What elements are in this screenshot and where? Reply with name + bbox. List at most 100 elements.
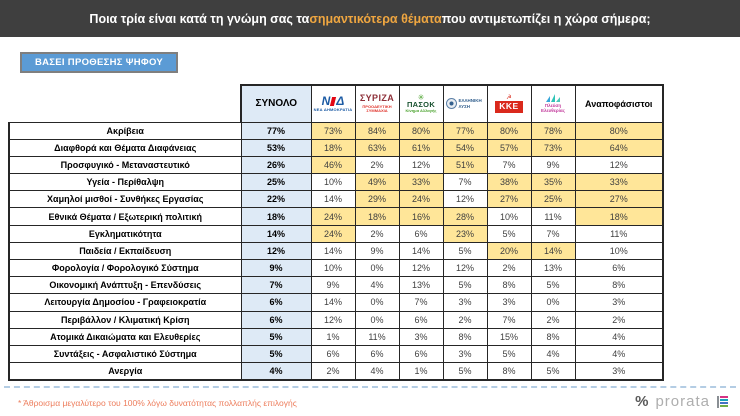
value-cell: 10%	[486, 207, 532, 226]
value-cell: 29%	[354, 190, 400, 209]
value-cell: 35%	[530, 173, 576, 192]
value-cell: 2%	[486, 258, 532, 278]
value-cell: 7%	[486, 155, 532, 175]
vote-intention-filter-button[interactable]: ΒΑΣΕΙ ΠΡΟΘΕΣΗΣ ΨΗΦΟΥ	[20, 52, 178, 73]
value-cell: 2%	[310, 362, 356, 381]
sailboat-icon	[546, 93, 560, 102]
issue-label: Οικονομική Ανάπτυξη - Επενδύσεις	[8, 276, 242, 295]
pasok-logo: ✳ ΠΑΣΟΚ Κίνημα Αλλαγής	[405, 92, 437, 114]
value-cell: 6%	[354, 344, 400, 364]
value-cell: 54%	[442, 138, 488, 157]
value-cell: 80%	[574, 121, 664, 140]
value-cell: 24%	[310, 207, 356, 226]
table-row: Διαφθορά και Θέματα Διαφάνειας 53% 18% 63% 6…	[8, 138, 664, 157]
issue-label: Διαφθορά και Θέματα Διαφάνειας	[8, 138, 242, 157]
value-cell: 4%	[530, 344, 576, 364]
value-cell: 64%	[574, 138, 664, 157]
value-cell: 61%	[398, 138, 444, 157]
issue-label: Υγεία - Περίθαλψη	[8, 173, 242, 192]
total-value: 12%	[240, 241, 312, 261]
question-suffix: που αντιμετωπίζει η χώρα σήμερα;	[441, 11, 651, 26]
value-cell: 13%	[398, 276, 444, 295]
value-cell: 7%	[486, 310, 532, 329]
total-value: 6%	[240, 310, 312, 329]
table-row: Οικονομική Ανάπτυξη - Επενδύσεις 7% 9% 4% 13…	[8, 276, 664, 295]
value-cell: 15%	[486, 327, 532, 346]
value-cell: 14%	[310, 241, 356, 261]
value-cell: 23%	[442, 224, 488, 243]
value-cell: 6%	[398, 344, 444, 364]
value-cell: 63%	[354, 138, 400, 157]
value-cell: 5%	[486, 224, 532, 243]
value-cell: 7%	[442, 173, 488, 192]
elliniki-lysi-column-header: ΕΛΛΗΝΙΚΗ ΛΥΣΗ	[442, 84, 488, 123]
value-cell: 6%	[398, 310, 444, 329]
issue-label: Λειτουργία Δημοσίου - Γραφειοκρατία	[8, 293, 242, 312]
value-cell: 51%	[442, 155, 488, 175]
value-cell: 4%	[574, 344, 664, 364]
value-cell: 2%	[354, 224, 400, 243]
value-cell: 0%	[354, 310, 400, 329]
value-cell: 12%	[310, 310, 356, 329]
value-cell: 3%	[574, 362, 664, 381]
undecided-column-header: Αναποφάσιστοι	[574, 84, 664, 123]
question-prefix: Ποια τρία είναι κατά τη γνώμη σας τα	[89, 11, 310, 26]
value-cell: 27%	[486, 190, 532, 209]
issue-label: Εγκληματικότητα	[8, 224, 242, 243]
total-value: 4%	[240, 362, 312, 381]
total-value: 18%	[240, 207, 312, 226]
value-cell: 49%	[354, 173, 400, 192]
value-cell: 46%	[310, 155, 356, 175]
value-cell: 4%	[354, 362, 400, 381]
value-cell: 3%	[398, 327, 444, 346]
value-cell: 7%	[398, 293, 444, 312]
value-cell: 8%	[574, 276, 664, 295]
multiple-choice-footnote: * Άθροισμα μεγαλύτερο του 100% λόγω δυνα…	[18, 398, 297, 408]
issue-label: Συντάξεις - Ασφαλιστικό Σύστημα	[8, 344, 242, 364]
bar-chart-icon	[717, 395, 728, 408]
table-row: Εθνικά Θέματα / Εξωτερική πολιτική 18% 24%…	[8, 207, 664, 226]
value-cell: 25%	[530, 190, 576, 209]
issue-label: Ακρίβεια	[8, 121, 242, 140]
value-cell: 33%	[398, 173, 444, 192]
dashed-divider	[4, 386, 736, 388]
value-cell: 4%	[574, 327, 664, 346]
value-cell: 3%	[442, 293, 488, 312]
value-cell: 5%	[442, 362, 488, 381]
value-cell: 9%	[530, 155, 576, 175]
value-cell: 12%	[398, 258, 444, 278]
issue-label: Ανεργία	[8, 362, 242, 381]
value-cell: 84%	[354, 121, 400, 140]
plefsi-column-header: Πλεύση Ελευθερίας	[530, 84, 576, 123]
value-cell: 78%	[530, 121, 576, 140]
value-cell: 5%	[442, 276, 488, 295]
value-cell: 1%	[310, 327, 356, 346]
pasok-sun-icon: ✳	[417, 92, 425, 102]
value-cell: 6%	[398, 224, 444, 243]
value-cell: 14%	[310, 293, 356, 312]
value-cell: 5%	[442, 241, 488, 261]
pasok-column-header: ✳ ΠΑΣΟΚ Κίνημα Αλλαγής	[398, 84, 444, 123]
value-cell: 10%	[574, 241, 664, 261]
value-cell: 2%	[530, 310, 576, 329]
value-cell: 27%	[574, 190, 664, 209]
value-cell: 38%	[486, 173, 532, 192]
value-cell: 9%	[354, 241, 400, 261]
kke-logo: ☭ ΚΚΕ	[489, 95, 530, 113]
value-cell: 13%	[530, 258, 576, 278]
total-value: 5%	[240, 327, 312, 346]
value-cell: 8%	[486, 276, 532, 295]
value-cell: 7%	[530, 224, 576, 243]
table-row: Ακρίβεια 77% 73% 84% 80% 77% 80% 78% 80%	[8, 121, 664, 140]
table-row: Προσφυγικό - Μεταναστευτικό 26% 46% 2% 12% 51…	[8, 155, 664, 175]
table-row: Εγκληματικότητα 14% 24% 2% 6% 23% 5% 7% 11%	[8, 224, 664, 243]
value-cell: 10%	[310, 173, 356, 192]
syriza-logo: ΣΥΡΙΖΑ ΠΡΟΟΔΕΥΤΙΚΗ ΣΥΜΜΑΧΙΑ	[359, 92, 395, 114]
value-cell: 5%	[486, 344, 532, 364]
value-cell: 10%	[310, 258, 356, 278]
total-value: 7%	[240, 276, 312, 295]
table-row: Υγεία - Περίθαλψη 25% 10% 49% 33% 7% 38% 35% 33%	[8, 173, 664, 192]
